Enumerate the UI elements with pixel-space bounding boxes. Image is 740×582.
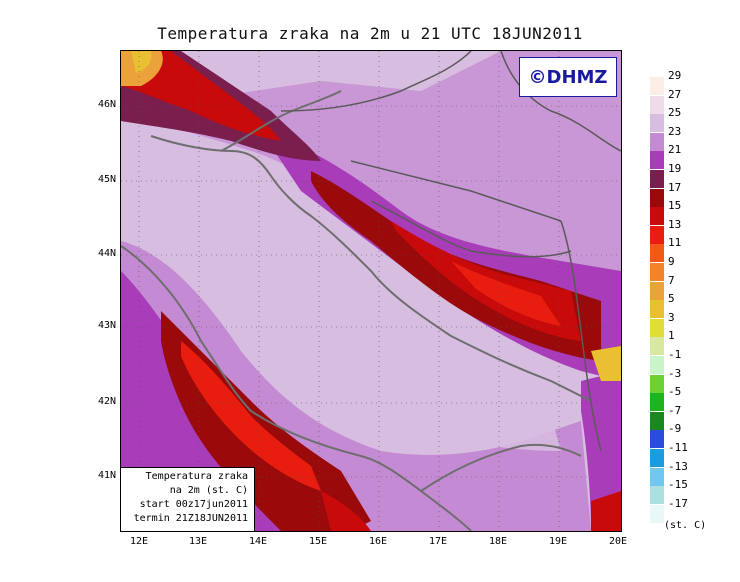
info-box: Temperatura zraka na 2m (st. C) start 00…	[121, 467, 255, 531]
legend-swatch	[650, 77, 664, 95]
legend-swatch	[650, 411, 664, 430]
legend-swatch	[650, 225, 664, 244]
lon-label: 13E	[188, 536, 208, 547]
info-line-3: start 00z17jun2011	[139, 499, 248, 510]
legend-label: -11	[668, 441, 688, 454]
legend-swatch	[650, 151, 664, 170]
info-line-2: na 2m (st. C)	[169, 485, 248, 496]
lat-label: 46N	[97, 99, 116, 110]
lat-label: 45N	[97, 174, 116, 185]
legend-label: -17	[668, 496, 688, 510]
legend-label: 11	[668, 236, 682, 250]
legend-label: 13	[668, 217, 682, 231]
info-line-4: termin 21Z18JUN2011	[133, 513, 248, 524]
legend-swatch	[650, 95, 664, 114]
legend-swatch	[650, 374, 664, 393]
legend-swatch	[650, 430, 664, 449]
legend-swatch	[650, 393, 664, 412]
lon-label: 16E	[368, 536, 388, 547]
legend-label: 17	[668, 180, 682, 194]
legend-label: 25	[668, 106, 682, 120]
legend-label: 9	[668, 255, 675, 268]
legend-swatch	[650, 504, 664, 523]
legend-swatch	[650, 356, 664, 374]
legend-swatch	[650, 132, 664, 151]
legend-swatch	[650, 318, 664, 337]
lon-label: 17E	[428, 536, 448, 547]
legend-label: 21	[668, 143, 682, 157]
lon-label: 18E	[488, 536, 508, 547]
legend-swatch	[650, 337, 664, 356]
legend-label: -9	[668, 422, 682, 436]
legend-swatch	[650, 486, 664, 505]
legend-swatch	[650, 170, 664, 188]
legend-label: 19	[668, 162, 682, 175]
legend-label: 3	[668, 310, 675, 324]
lon-label: 20E	[608, 536, 628, 547]
legend-swatch	[650, 300, 664, 319]
lat-label: 42N	[97, 396, 116, 407]
lat-label: 43N	[97, 320, 116, 331]
info-line-1: Temperatura zraka	[145, 471, 248, 482]
temperature-map: ©DHMZ Temperatura zraka na 2m (st. C) st…	[120, 50, 622, 532]
legend-swatch	[650, 449, 664, 467]
legend-swatch	[650, 244, 664, 263]
legend-label: 29	[668, 69, 682, 82]
legend-label: -15	[668, 478, 688, 492]
dhmz-logo: ©DHMZ	[519, 57, 617, 97]
legend-swatch	[650, 188, 664, 207]
lon-label: 15E	[308, 536, 328, 547]
lon-label: 12E	[129, 536, 149, 547]
legend-swatch	[650, 281, 664, 300]
map-title: Temperatura zraka na 2m u 21 UTC 18JUN20…	[157, 24, 583, 43]
legend-label: -5	[668, 385, 682, 399]
legend-swatch	[650, 263, 664, 281]
lat-label: 44N	[97, 248, 116, 259]
temperature-field	[121, 51, 621, 531]
legend-label: 27	[668, 87, 682, 101]
legend-label: 1	[668, 329, 675, 343]
lon-label: 19E	[548, 536, 568, 547]
legend-label: -7	[668, 403, 682, 417]
legend-label: -3	[668, 366, 682, 380]
legend-label: 15	[668, 199, 682, 213]
lat-label: 41N	[97, 470, 116, 481]
legend-label: -13	[668, 459, 688, 473]
legend-label: 23	[668, 124, 682, 138]
legend-unit: (st. C)	[664, 520, 707, 531]
legend-label: -1	[668, 348, 682, 361]
legend-swatch	[650, 114, 664, 133]
legend-label: 7	[668, 273, 675, 287]
legend-swatch	[650, 467, 664, 486]
legend-swatch	[650, 207, 664, 226]
lon-label: 14E	[248, 536, 268, 547]
legend-label: 5	[668, 292, 675, 306]
